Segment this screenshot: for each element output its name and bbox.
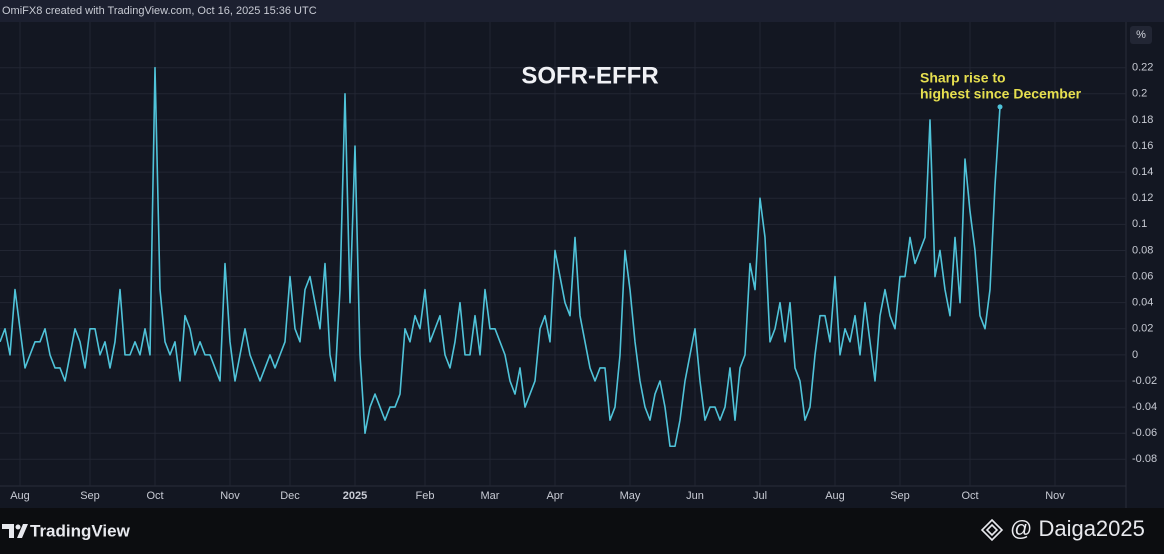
x-tick-label: Oct <box>146 490 163 502</box>
y-tick-label: 0.1 <box>1132 218 1147 230</box>
annotation: Sharp rise to <box>920 70 1006 86</box>
data-line <box>0 66 1001 448</box>
x-tick-label: Aug <box>10 490 30 502</box>
y-tick-label: 0.14 <box>1132 166 1153 178</box>
unit-box <box>1130 26 1152 44</box>
header-credit: OmiFX8 created with TradingView.com, Oct… <box>2 5 317 17</box>
x-tick-label: Feb <box>416 490 435 502</box>
x-tick-label: 2025 <box>343 490 367 502</box>
y-tick-label: -0.04 <box>1132 401 1157 413</box>
last-point <box>997 104 1003 110</box>
grid <box>0 22 1126 486</box>
y-tick-label: 0 <box>1132 349 1138 361</box>
x-tick-label: Dec <box>280 490 300 502</box>
chart-title: SOFR-EFFR <box>521 62 658 89</box>
footer-brand: TradingView <box>30 521 131 540</box>
y-unit: % <box>1136 29 1146 41</box>
x-tick-label: Jun <box>686 490 704 502</box>
x-tick-label: Nov <box>220 490 240 502</box>
header-bar <box>0 0 1164 22</box>
x-tick-label: Mar <box>481 490 500 502</box>
y-tick-label: 0.12 <box>1132 192 1153 204</box>
x-tick-label: Aug <box>825 490 845 502</box>
x-tick-label: Nov <box>1045 490 1065 502</box>
plot <box>0 66 1003 448</box>
y-tick-label: 0.22 <box>1132 62 1153 74</box>
y-tick-label: -0.02 <box>1132 375 1157 387</box>
watermark-icon <box>980 518 1004 542</box>
x-tick-label: Apr <box>546 490 563 502</box>
footer-bar <box>0 508 1164 554</box>
annotation: highest since December <box>920 86 1082 102</box>
tradingview-logo <box>2 524 28 538</box>
x-tick-label: Oct <box>961 490 978 502</box>
y-tick-label: 0.06 <box>1132 270 1153 282</box>
x-tick-label: Jul <box>753 490 767 502</box>
y-tick-label: 0.2 <box>1132 88 1147 100</box>
x-tick-label: Sep <box>80 490 100 502</box>
y-tick-label: 0.08 <box>1132 244 1153 256</box>
y-tick-label: 0.16 <box>1132 140 1153 152</box>
x-tick-label: May <box>620 490 641 502</box>
y-tick-label: -0.06 <box>1132 427 1157 439</box>
footer-watermark: @ Daiga2025 <box>1010 516 1145 541</box>
y-tick-label: 0.04 <box>1132 297 1153 309</box>
y-tick-label: 0.02 <box>1132 323 1153 335</box>
y-tick-label: 0.18 <box>1132 114 1153 126</box>
y-tick-label: -0.08 <box>1132 453 1157 465</box>
x-tick-label: Sep <box>890 490 910 502</box>
